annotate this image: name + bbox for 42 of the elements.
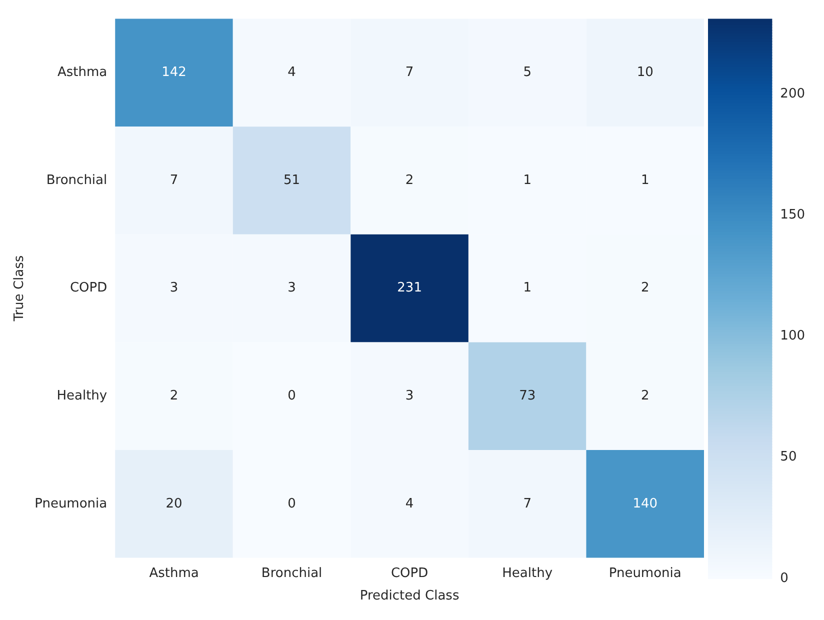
color-bar-label: 50 — [780, 450, 797, 465]
y-tick-label: Pneumonia — [34, 496, 108, 512]
x-tick-label: COPD — [390, 566, 428, 581]
data-label: 7 — [170, 172, 178, 188]
color-bar-label: 200 — [780, 86, 806, 102]
data-label: 2 — [405, 172, 414, 188]
data-label: 3 — [170, 280, 178, 296]
data-label: 4 — [288, 65, 296, 80]
data-label: 2 — [640, 388, 650, 404]
data-label: 7 — [405, 65, 414, 80]
data-label: 140 — [632, 496, 658, 512]
data-label: 3 — [405, 388, 414, 404]
y-tick-label: Asthma — [57, 65, 108, 80]
data-label: 1 — [640, 172, 650, 188]
color-bar-label: 100 — [780, 328, 806, 344]
data-label: 73 — [519, 388, 536, 404]
data-label: 2 — [170, 388, 178, 404]
x-tick-label: Pneumonia — [608, 566, 682, 581]
y-tick-label: COPD — [70, 280, 108, 296]
data-label: 142 — [162, 65, 186, 80]
data-label: 3 — [288, 280, 296, 296]
data-label: 1 — [523, 172, 532, 188]
x-tick-label: Asthma — [149, 566, 199, 581]
data-label: 51 — [284, 172, 300, 188]
color-bar-label: 0 — [780, 570, 788, 586]
y-tick-label: Healthy — [56, 388, 108, 404]
data-label: 2 — [640, 280, 650, 296]
data-label: 10 — [636, 65, 654, 80]
x-tick-label: Bronchial — [261, 566, 322, 581]
data-label: 0 — [288, 496, 296, 512]
y-axis-title: True Class — [12, 255, 28, 322]
x-tick-label: Healthy — [502, 566, 553, 581]
data-label: 5 — [523, 65, 532, 80]
data-label: 20 — [166, 496, 182, 512]
data-label: 0 — [288, 388, 296, 404]
data-label: 4 — [405, 496, 414, 512]
data-label: 1 — [523, 280, 532, 296]
data-label: 231 — [397, 280, 422, 296]
data-label: 7 — [523, 496, 532, 512]
x-axis-title: Predicted Class — [360, 588, 460, 604]
color-bar-label: 150 — [780, 207, 806, 222]
y-tick-label: Bronchial — [46, 172, 108, 188]
